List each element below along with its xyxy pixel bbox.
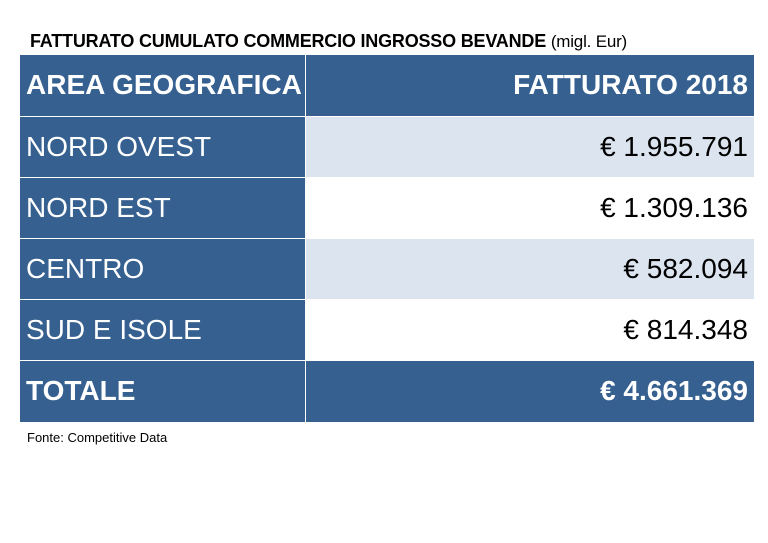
table-total-row: TOTALE € 4.661.369 bbox=[20, 360, 754, 423]
revenue-table: AREA GEOGRAFICA FATTURATO 2018 NORD OVES… bbox=[20, 55, 754, 423]
total-label: TOTALE bbox=[20, 360, 306, 423]
revenue-cell: € 1.309.136 bbox=[305, 177, 754, 239]
table-row: NORD OVEST € 1.955.791 bbox=[20, 116, 754, 178]
table-row: SUD E ISOLE € 814.348 bbox=[20, 299, 754, 361]
table-header-row: AREA GEOGRAFICA FATTURATO 2018 bbox=[20, 55, 754, 117]
revenue-cell: € 582.094 bbox=[305, 238, 754, 300]
area-cell: SUD E ISOLE bbox=[20, 299, 306, 361]
title-unit: (migl. Eur) bbox=[550, 32, 628, 51]
area-cell: CENTRO bbox=[20, 238, 306, 300]
title-main: FATTURATO CUMULATO COMMERCIO INGROSSO BE… bbox=[30, 31, 546, 51]
page-title: FATTURATO CUMULATO COMMERCIO INGROSSO BE… bbox=[30, 31, 627, 52]
area-cell: NORD EST bbox=[20, 177, 306, 239]
column-header-area: AREA GEOGRAFICA bbox=[20, 55, 306, 117]
source-note: Fonte: Competitive Data bbox=[27, 430, 168, 445]
total-value: € 4.661.369 bbox=[305, 360, 754, 423]
table-row: CENTRO € 582.094 bbox=[20, 238, 754, 300]
table-row: NORD EST € 1.309.136 bbox=[20, 177, 754, 239]
area-cell: NORD OVEST bbox=[20, 116, 306, 178]
column-header-revenue: FATTURATO 2018 bbox=[305, 55, 754, 117]
revenue-cell: € 814.348 bbox=[305, 299, 754, 361]
revenue-cell: € 1.955.791 bbox=[305, 116, 754, 178]
